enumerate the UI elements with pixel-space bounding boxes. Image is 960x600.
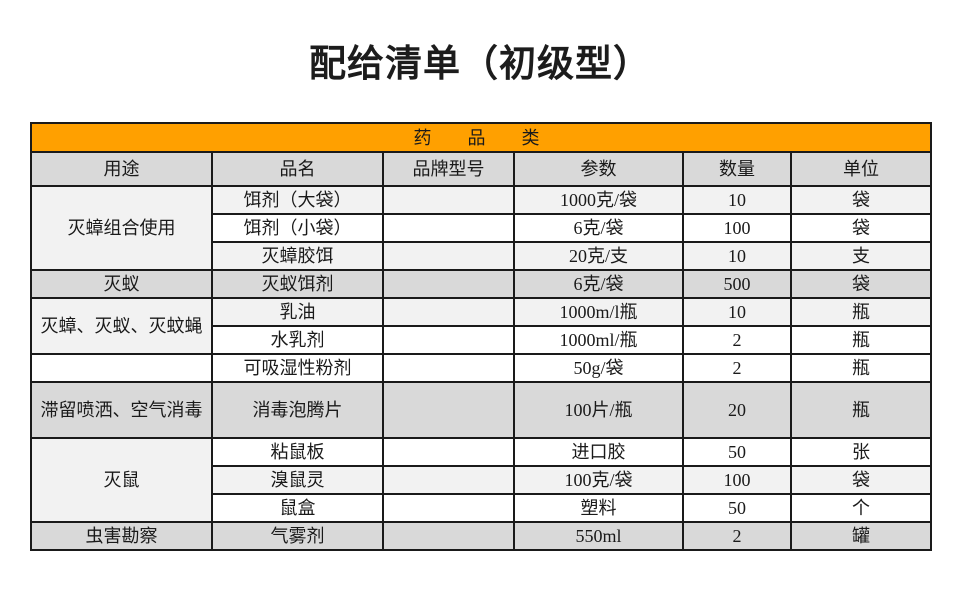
brand-cell [382, 297, 515, 327]
param-cell: 1000ml/瓶 [513, 325, 684, 355]
brand-cell [382, 241, 515, 271]
page-title: 配给清单（初级型） [309, 43, 651, 84]
column-header-name: 品名 [211, 151, 384, 187]
brand-cell [382, 465, 515, 495]
category-row: 药 品 类 [29, 122, 933, 153]
unit-cell: 袋 [789, 185, 933, 215]
qty-cell: 50 [682, 437, 792, 467]
table-row: 灭鼠 粘鼠板 进口胶 50 张 [30, 437, 933, 523]
param-cell: 20克/支 [513, 241, 684, 271]
qty-cell: 50 [682, 493, 792, 523]
category-header: 药 品 类 [29, 122, 933, 153]
table-row: 溴鼠灵 100克/袋 100 袋 [31, 465, 933, 495]
brand-cell [382, 437, 515, 467]
brand-cell [382, 213, 515, 243]
column-header-param: 参数 [513, 151, 684, 187]
name-cell: 鼠盒 [211, 493, 384, 523]
brand-cell [382, 325, 515, 355]
unit-cell: 瓶 [789, 325, 933, 355]
name-cell: 气雾剂 [211, 521, 384, 551]
qty-cell: 100 [682, 465, 792, 495]
name-cell: 灭蚁饵剂 [211, 269, 384, 299]
unit-cell: 个 [789, 493, 933, 523]
param-cell: 550ml [513, 521, 684, 551]
table-row: 虫害勘察 气雾剂 550ml 2 罐 [30, 521, 933, 551]
qty-cell: 2 [682, 521, 792, 551]
name-cell: 饵剂（大袋） [211, 185, 384, 215]
unit-cell: 袋 [789, 465, 933, 495]
table-row: 鼠盒 塑料 50 个 [31, 493, 933, 523]
unit-cell: 袋 [789, 269, 933, 299]
qty-cell: 20 [682, 381, 792, 439]
column-header-usage: 用途 [30, 151, 213, 187]
param-cell: 50g/袋 [513, 353, 684, 383]
brand-cell [382, 185, 515, 215]
qty-cell: 10 [682, 185, 792, 215]
name-cell: 可吸湿性粉剂 [211, 353, 384, 383]
table-row: 水乳剂 1000ml/瓶 2 瓶 [31, 325, 933, 355]
usage-cell: 灭蟑组合使用 [30, 185, 213, 271]
unit-cell: 支 [789, 241, 933, 271]
table-row: 灭蟑胶饵 20克/支 10 支 [31, 241, 933, 271]
qty-cell: 10 [682, 297, 792, 327]
unit-cell: 袋 [789, 213, 933, 243]
usage-cell [30, 353, 213, 383]
qty-cell: 10 [682, 241, 792, 271]
table-row: 滞留喷洒、空气消毒 消毒泡腾片 100片/瓶 20 瓶 [30, 381, 933, 439]
brand-cell [382, 269, 515, 299]
param-cell: 100克/袋 [513, 465, 684, 495]
usage-cell: 滞留喷洒、空气消毒 [30, 381, 213, 439]
column-header-qty: 数量 [682, 151, 792, 187]
usage-cell: 灭鼠 [30, 437, 213, 523]
table-row: 饵剂（小袋） 6克/袋 100 袋 [31, 213, 933, 243]
table-row: 灭蟑、灭蚁、灭蚊蝇 乳油 1000m/l瓶 10 瓶 [30, 297, 933, 355]
param-cell: 1000克/袋 [513, 185, 684, 215]
param-cell: 1000m/l瓶 [513, 297, 684, 327]
name-cell: 溴鼠灵 [211, 465, 384, 495]
qty-cell: 2 [682, 325, 792, 355]
name-cell: 水乳剂 [211, 325, 384, 355]
name-cell: 粘鼠板 [211, 437, 384, 467]
name-cell: 消毒泡腾片 [211, 381, 384, 439]
supply-table: 药 品 类 用途 品名 品牌型号 参数 数量 单位 灭蟑组合使用 饵剂（大袋） … [29, 122, 933, 551]
qty-cell: 2 [682, 353, 792, 383]
param-cell: 6克/袋 [513, 213, 684, 243]
param-cell: 塑料 [513, 493, 684, 523]
table-row: 灭蟑组合使用 饵剂（大袋） 1000克/袋 10 袋 [30, 185, 933, 271]
unit-cell: 张 [789, 437, 933, 467]
unit-cell: 罐 [789, 521, 933, 551]
qty-cell: 500 [682, 269, 792, 299]
column-header-brand: 品牌型号 [382, 151, 515, 187]
unit-cell: 瓶 [789, 353, 933, 383]
table-row: 灭蚁 灭蚁饵剂 6克/袋 500 袋 [30, 269, 933, 299]
table-row: 可吸湿性粉剂 50g/袋 2 瓶 [30, 353, 933, 383]
unit-cell: 瓶 [789, 297, 933, 327]
param-cell: 进口胶 [513, 437, 684, 467]
brand-cell [382, 521, 515, 551]
brand-cell [382, 353, 515, 383]
header-row: 用途 品名 品牌型号 参数 数量 单位 [30, 151, 933, 187]
usage-cell: 灭蚁 [30, 269, 213, 299]
brand-cell [382, 493, 515, 523]
param-cell: 100片/瓶 [513, 381, 684, 439]
param-cell: 6克/袋 [513, 269, 684, 299]
name-cell: 饵剂（小袋） [211, 213, 384, 243]
brand-cell [382, 381, 515, 439]
column-header-unit: 单位 [789, 151, 933, 187]
usage-cell: 虫害勘察 [30, 521, 213, 551]
usage-cell: 灭蟑、灭蚁、灭蚊蝇 [30, 297, 213, 355]
qty-cell: 100 [682, 213, 792, 243]
name-cell: 灭蟑胶饵 [211, 241, 384, 271]
unit-cell: 瓶 [789, 381, 933, 439]
name-cell: 乳油 [211, 297, 384, 327]
